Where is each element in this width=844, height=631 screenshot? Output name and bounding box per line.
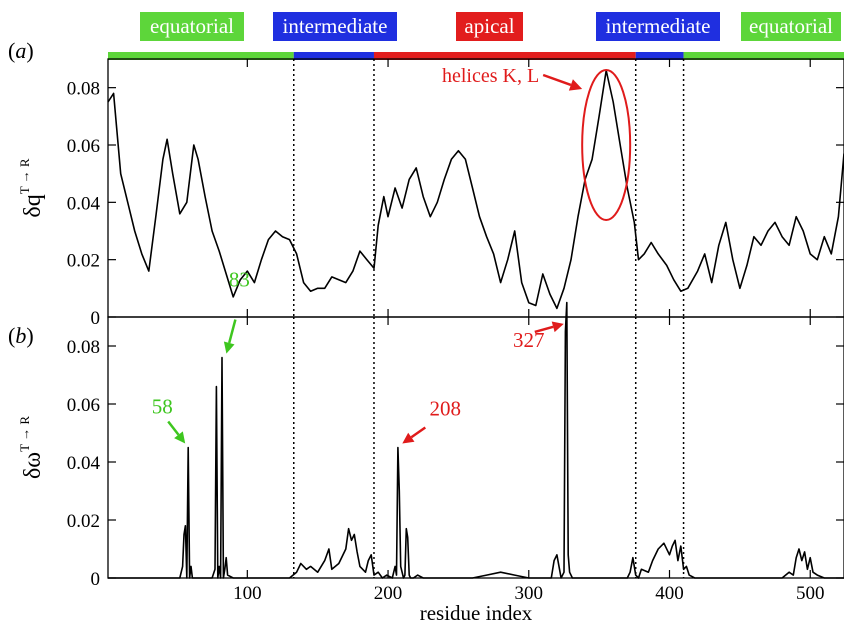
domain-label-equatorial-1: equatorial	[140, 12, 244, 41]
panel-a-series-line	[107, 69, 844, 310]
domain-segment-equatorial-1	[108, 52, 294, 60]
panel-b-ytick-label: 0.02	[67, 511, 100, 532]
panel-a: 0 0.02 0.04 0.06 0.08 helices K, L δqT → R	[17, 58, 844, 329]
peak-208-arrow-head	[402, 432, 415, 444]
domain-segment-equatorial-2	[683, 52, 844, 60]
helices-highlight-ellipse	[581, 69, 632, 221]
peak-208-arrow	[410, 426, 427, 439]
helices-arrow	[542, 73, 572, 87]
panel-b-ytick-label: 0.04	[67, 453, 101, 474]
panel-a-ytick-label: 0.02	[67, 251, 100, 272]
helices-arrow-head	[568, 79, 583, 91]
helices-annotation: helices K, L	[442, 65, 539, 87]
peak-83-label: 83	[229, 268, 250, 292]
domain-segment-apical	[373, 52, 636, 60]
panel-b-ytick-label: 0.08	[67, 337, 100, 358]
panel-b: 0 0.02 0.04 0.06 0.08 100 200 300 400 500 58 83 208…	[17, 268, 844, 625]
domain-label-equatorial-2: equatorial	[741, 12, 841, 41]
x-axis-label: residue index	[420, 601, 533, 625]
panel-b-xtick-label: 100	[233, 583, 262, 604]
peak-208-label: 208	[430, 397, 462, 421]
panel-b-letter: (b)	[8, 323, 34, 348]
domain-label-intermediate-2: intermediate	[596, 12, 720, 41]
panel-a-ytick-label: 0.08	[67, 79, 100, 100]
peak-327-arrow-head	[551, 321, 564, 333]
domain-label-intermediate-1: intermediate	[273, 12, 397, 41]
domain-segment-intermediate-1	[293, 52, 374, 60]
panel-a-ytick-label: 0.06	[67, 136, 100, 157]
panel-b-xtick-label: 300	[515, 583, 544, 604]
peak-83-arrow	[228, 319, 237, 344]
panel-a-ytick-label: 0	[91, 308, 101, 329]
peak-58-label: 58	[152, 395, 173, 419]
peak-83-arrow-head	[223, 341, 235, 354]
domain-label-apical: apical	[456, 12, 523, 41]
panel-b-xtick-label: 500	[796, 583, 825, 604]
domain-segment-intermediate-2	[635, 52, 684, 60]
panel-b-series-line	[108, 301, 844, 579]
panel-b-xtick-label: 400	[655, 583, 684, 604]
peak-327-arrow	[534, 325, 554, 334]
panel-b-xtick-label: 200	[374, 583, 403, 604]
panel-a-frame	[107, 58, 844, 318]
panel-a-y-axis-label: δqT → R	[17, 158, 46, 218]
panel-b-ytick-label: 0.06	[67, 395, 100, 416]
panel-a-ytick-label: 0.04	[67, 193, 101, 214]
panel-b-y-axis-label: δωT → R	[17, 416, 46, 479]
panel-b-ytick-label: 0	[91, 569, 101, 590]
peak-327-label: 327	[513, 328, 545, 352]
peak-58-arrow-head	[174, 431, 186, 444]
panel-b-frame	[107, 316, 844, 579]
domain-bar	[108, 52, 844, 60]
peak-58-arrow	[167, 420, 180, 436]
panel-a-letter: (a)	[8, 38, 34, 63]
